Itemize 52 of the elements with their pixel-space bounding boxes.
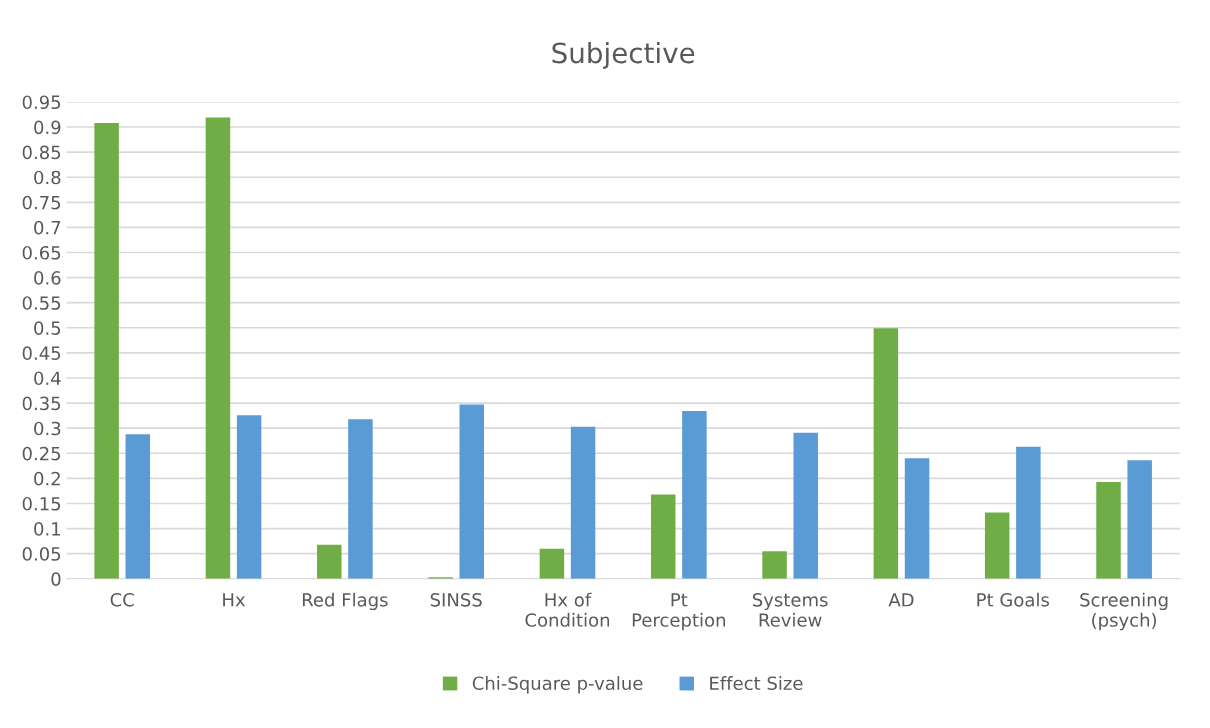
bar xyxy=(317,544,342,579)
y-tick-label: 0.25 xyxy=(22,446,61,461)
y-tick-label: 0.75 xyxy=(22,195,61,210)
bar xyxy=(570,426,596,579)
chart-title: Subjective xyxy=(552,41,695,69)
y-tick-label: 0.6 xyxy=(34,271,61,285)
legend-label: Effect Size xyxy=(710,676,803,691)
x-tick-label: Screening (psych) xyxy=(1080,592,1168,631)
bar xyxy=(650,494,676,579)
y-tick-label: 0.8 xyxy=(34,170,61,185)
bar xyxy=(459,404,484,579)
x-tick-label: Red Flags xyxy=(302,592,388,611)
x-tick-label: SINSS xyxy=(430,592,482,607)
y-tick-label: 0.55 xyxy=(22,296,61,310)
y-tick-label: 0.3 xyxy=(34,421,61,436)
bar xyxy=(873,328,899,579)
bar xyxy=(1016,446,1041,579)
bar xyxy=(236,415,262,579)
x-tick-label: AD xyxy=(888,593,914,607)
bar xyxy=(984,512,1010,579)
y-tick-label: 0 xyxy=(51,572,61,586)
bar xyxy=(125,434,151,579)
bar xyxy=(904,458,930,579)
x-tick-label: Hx of Condition xyxy=(525,592,610,627)
x-tick-label: Hx xyxy=(223,593,246,607)
y-tick-label: 0.7 xyxy=(34,220,61,235)
x-tick-label: Systems Review xyxy=(752,592,828,627)
bar xyxy=(94,123,119,579)
y-tick-label: 0.4 xyxy=(34,371,61,386)
x-tick-label: Pt Goals xyxy=(977,592,1050,607)
y-tick-label: 0.85 xyxy=(22,145,61,160)
bar xyxy=(205,117,231,579)
y-tick-label: 0.2 xyxy=(34,471,60,486)
y-tick-label: 0.1 xyxy=(34,522,61,536)
y-tick-label: 0.65 xyxy=(22,245,61,260)
bar xyxy=(539,548,565,579)
bar xyxy=(348,419,373,579)
bar xyxy=(793,432,818,579)
y-tick-label: 0.95 xyxy=(22,95,61,110)
y-tick-label: 0.9 xyxy=(34,120,61,135)
y-tick-label: 0.15 xyxy=(22,496,61,511)
bar xyxy=(1127,460,1152,579)
y-tick-label: 0.05 xyxy=(22,547,61,561)
y-tick-label: 0.35 xyxy=(22,396,61,411)
x-tick-label: Pt Perception xyxy=(632,593,725,631)
y-tick-label: 0.5 xyxy=(34,321,61,335)
bar xyxy=(762,551,787,579)
y-tick-label: 0.45 xyxy=(22,346,61,360)
bar xyxy=(682,411,707,579)
bar xyxy=(1096,481,1121,579)
legend-label: Chi-Square p-value xyxy=(472,676,643,694)
x-tick-label: CC xyxy=(110,592,134,607)
